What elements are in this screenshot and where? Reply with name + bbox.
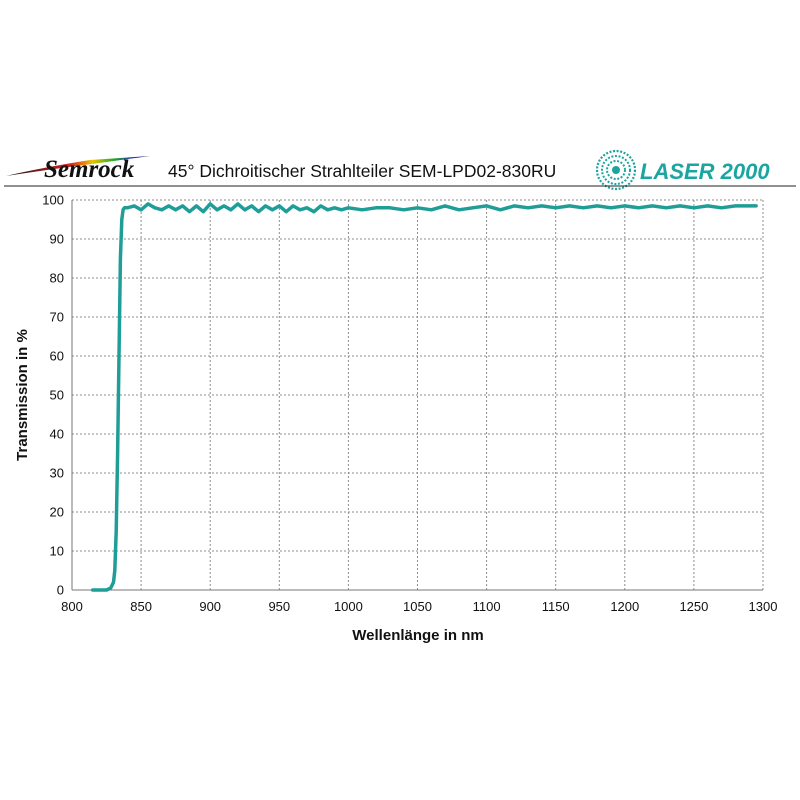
globe-icon — [595, 149, 637, 191]
y-tick-label: 20 — [50, 505, 64, 520]
x-tick-label: 950 — [268, 599, 290, 614]
y-tick-label: 30 — [50, 466, 64, 481]
grid-lines — [71, 199, 764, 591]
x-tick-label: 1050 — [403, 599, 432, 614]
x-tick-label: 1000 — [334, 599, 363, 614]
chart-title: 45° Dichroitischer Strahlteiler SEM-LPD0… — [168, 161, 556, 181]
laser2000-wordmark: LASER 2000 — [640, 159, 770, 184]
y-tick-label: 100 — [42, 193, 64, 208]
y-tick-label: 0 — [57, 583, 64, 598]
y-axis-label: Transmission in % — [14, 329, 31, 461]
transmission-series-line — [90, 202, 758, 592]
laser2000-logo: LASER 2000 — [595, 149, 770, 191]
axes — [71, 200, 763, 591]
y-tick-label: 40 — [50, 427, 64, 442]
y-tick-label: 60 — [50, 349, 64, 364]
semrock-wordmark: Semrock — [44, 156, 135, 183]
x-tick-label: 1150 — [542, 599, 570, 614]
x-tick-label: 1250 — [679, 599, 708, 614]
y-tick-label: 90 — [50, 232, 64, 247]
semrock-logo: Semrock — [6, 156, 150, 183]
y-tick-label: 70 — [50, 310, 64, 325]
x-axis-label: Wellenlänge in nm — [352, 627, 483, 644]
x-tick-labels: 800 850 900 950 1000 1050 1100 1150 1200 1250 1300 — [61, 599, 777, 614]
y-tick-labels: 0 10 20 30 40 50 60 70 80 90 100 — [42, 193, 64, 598]
x-tick-label: 1200 — [610, 599, 639, 614]
x-tick-label: 1300 — [749, 599, 778, 614]
x-tick-label: 1100 — [473, 599, 501, 614]
y-tick-label: 50 — [50, 388, 64, 403]
x-tick-label: 800 — [61, 599, 83, 614]
x-tick-label: 900 — [199, 599, 221, 614]
x-tick-label: 850 — [130, 599, 152, 614]
y-tick-label: 80 — [50, 271, 64, 286]
y-tick-label: 10 — [50, 544, 64, 559]
